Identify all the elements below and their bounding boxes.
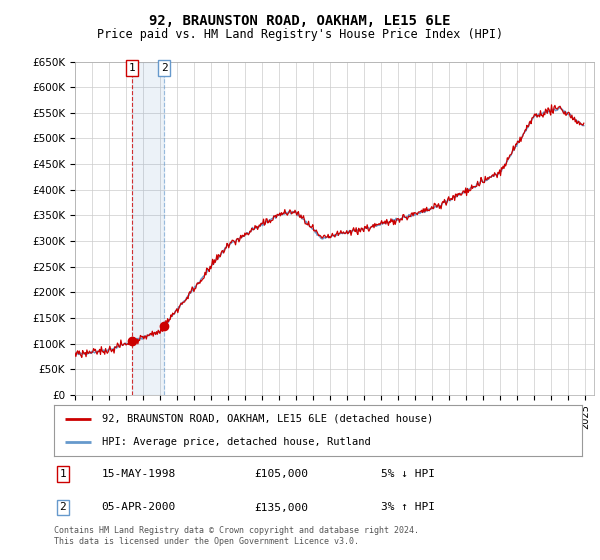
Text: 15-MAY-1998: 15-MAY-1998 bbox=[101, 469, 176, 479]
Text: £135,000: £135,000 bbox=[254, 502, 308, 512]
Text: 1: 1 bbox=[129, 63, 136, 73]
Text: HPI: Average price, detached house, Rutland: HPI: Average price, detached house, Rutl… bbox=[101, 437, 370, 447]
Text: 2: 2 bbox=[59, 502, 66, 512]
Bar bbox=[133, 62, 164, 395]
Text: Price paid vs. HM Land Registry's House Price Index (HPI): Price paid vs. HM Land Registry's House … bbox=[97, 28, 503, 41]
Text: 92, BRAUNSTON ROAD, OAKHAM, LE15 6LE: 92, BRAUNSTON ROAD, OAKHAM, LE15 6LE bbox=[149, 14, 451, 28]
Text: 92, BRAUNSTON ROAD, OAKHAM, LE15 6LE (detached house): 92, BRAUNSTON ROAD, OAKHAM, LE15 6LE (de… bbox=[101, 414, 433, 424]
Text: 2: 2 bbox=[161, 63, 168, 73]
Text: Contains HM Land Registry data © Crown copyright and database right 2024.
This d: Contains HM Land Registry data © Crown c… bbox=[54, 526, 419, 546]
Text: 3% ↑ HPI: 3% ↑ HPI bbox=[382, 502, 436, 512]
Text: 1: 1 bbox=[59, 469, 66, 479]
Text: 5% ↓ HPI: 5% ↓ HPI bbox=[382, 469, 436, 479]
Text: 05-APR-2000: 05-APR-2000 bbox=[101, 502, 176, 512]
Text: £105,000: £105,000 bbox=[254, 469, 308, 479]
